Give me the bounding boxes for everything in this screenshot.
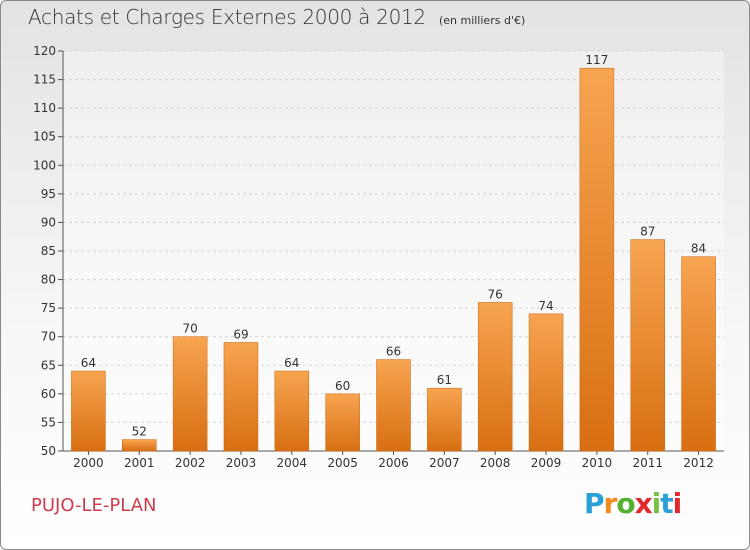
logo-letter: r	[603, 487, 618, 520]
y-tick-label: 75	[41, 301, 56, 315]
bar	[71, 370, 106, 452]
bar	[325, 393, 360, 452]
bar-value-label: 117	[585, 53, 608, 67]
town-name: PUJO-LE-PLAN	[31, 495, 157, 516]
y-tick-label: 110	[33, 101, 56, 115]
bar-value-label: 60	[335, 379, 350, 393]
bar	[681, 256, 716, 452]
bar	[223, 342, 259, 452]
y-tick-label: 100	[33, 158, 56, 172]
bar	[630, 239, 665, 452]
y-tick-label: 60	[41, 387, 56, 401]
bar-value-label: 76	[488, 287, 503, 301]
bar-value-label: 52	[132, 425, 147, 439]
logo-letter: o	[616, 487, 635, 520]
bar	[477, 302, 513, 452]
bar-value-label: 84	[691, 242, 706, 256]
bar-value-label: 61	[437, 373, 452, 387]
x-tick-label: 2005	[327, 456, 358, 470]
x-tick-label: 2009	[531, 456, 562, 470]
x-tick-label: 2011	[632, 456, 663, 470]
logo-letter: i	[651, 487, 662, 520]
y-tick-label: 95	[41, 187, 56, 201]
chart-title-area: Achats et Charges Externes 2000 à 2012 (…	[28, 5, 525, 29]
bar-value-label: 64	[284, 356, 299, 370]
bar	[528, 313, 564, 452]
y-tick-label: 80	[41, 273, 56, 287]
x-tick-label: 2008	[480, 456, 511, 470]
bar-value-label: 64	[81, 356, 96, 370]
bar	[376, 359, 411, 452]
y-tick-label: 90	[41, 215, 56, 229]
x-tick-label: 2003	[226, 456, 257, 470]
logo-letter: t	[660, 487, 673, 520]
bar	[122, 439, 157, 452]
logo-letter: x	[634, 487, 653, 520]
x-tick-label: 2002	[175, 456, 206, 470]
x-tick-label: 2000	[73, 456, 104, 470]
bar	[274, 370, 310, 452]
logo-letter: P	[584, 487, 605, 520]
y-tick-label: 85	[41, 244, 56, 258]
y-tick-label: 105	[33, 130, 56, 144]
y-tick-label: 115	[33, 73, 56, 87]
bar-value-label: 74	[538, 299, 553, 313]
x-tick-label: 2006	[378, 456, 409, 470]
proxiti-logo: Proxiti	[584, 487, 683, 520]
y-tick-label: 50	[41, 444, 56, 458]
x-tick-label: 2004	[277, 456, 308, 470]
chart-unit: (en milliers d'€)	[438, 14, 526, 27]
y-tick-label: 65	[41, 358, 56, 372]
bar	[172, 336, 208, 452]
y-tick-label: 70	[41, 330, 56, 344]
y-tick-label: 55	[41, 415, 56, 429]
logo-letter: i	[672, 487, 683, 520]
x-tick-label: 2010	[582, 456, 613, 470]
x-tick-label: 2007	[429, 456, 460, 470]
x-tick-label: 2001	[124, 456, 155, 470]
bar-value-label: 87	[640, 225, 655, 239]
y-tick-label: 120	[33, 44, 56, 58]
bar-value-label: 69	[233, 327, 248, 341]
bar-value-label: 66	[386, 345, 401, 359]
chart-title: Achats et Charges Externes 2000 à 2012	[28, 5, 426, 29]
bar-value-label: 70	[182, 322, 197, 336]
bar	[427, 387, 462, 452]
bar	[579, 67, 615, 452]
x-tick-label: 2012	[683, 456, 714, 470]
